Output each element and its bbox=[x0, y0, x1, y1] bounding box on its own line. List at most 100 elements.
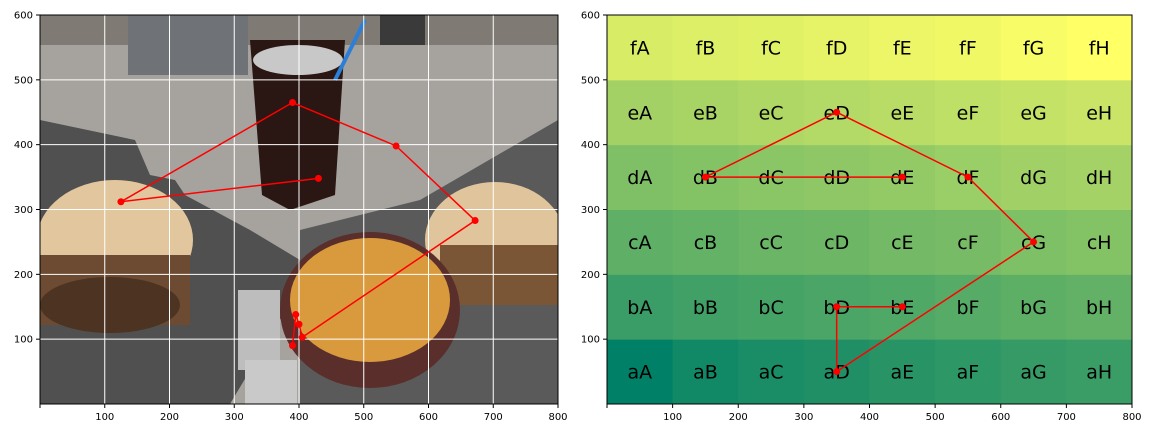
series-point bbox=[833, 303, 841, 311]
heatmap-cell bbox=[869, 209, 936, 275]
cell-label: cH bbox=[1087, 232, 1112, 254]
menu-holder bbox=[380, 15, 425, 45]
cell-label: fA bbox=[630, 37, 650, 59]
series-point bbox=[289, 342, 297, 350]
cell-label: bH bbox=[1086, 297, 1112, 319]
cell-label: bF bbox=[956, 297, 979, 319]
ice bbox=[253, 45, 343, 75]
series-point bbox=[117, 198, 125, 206]
heatmap-cell bbox=[1066, 274, 1132, 340]
photo-panel: 100 200 300 400 500 600 700 800 100 200 300 400 500 6… bbox=[14, 11, 568, 424]
x-tick-label: 100 bbox=[95, 412, 114, 423]
y-tick-label: 200 bbox=[14, 270, 33, 281]
series-point bbox=[392, 142, 400, 150]
cell-label: fG bbox=[1023, 37, 1044, 59]
series-point bbox=[295, 320, 303, 328]
x-tick-label: 700 bbox=[484, 412, 503, 423]
heatmap-cell bbox=[1066, 15, 1132, 81]
napkin-holder bbox=[128, 15, 248, 75]
heatmap-cell bbox=[607, 209, 674, 275]
cell-label: aF bbox=[957, 362, 980, 384]
cell-label: bB bbox=[693, 297, 718, 319]
heatmap-cell bbox=[803, 15, 870, 81]
cell-label: fD bbox=[826, 37, 847, 59]
series-point bbox=[298, 333, 306, 341]
heatmap-cell bbox=[1000, 79, 1067, 146]
heatmap-cell bbox=[869, 339, 936, 404]
y-tick-label: 300 bbox=[14, 205, 33, 216]
x-tick-label: 600 bbox=[991, 412, 1010, 423]
heatmap-cell bbox=[935, 209, 1002, 275]
grid-axis-ticks: 100 200 300 400 500 600 700 800 100 200 300 400 500 6… bbox=[581, 11, 1142, 424]
burger-left-bottom bbox=[40, 277, 180, 333]
heatmap-cell bbox=[672, 274, 739, 340]
heatmap-cell bbox=[1066, 79, 1132, 146]
series-point bbox=[898, 303, 906, 311]
y-tick-label: 400 bbox=[14, 140, 33, 151]
heatmap-cell bbox=[672, 79, 739, 146]
heatmap-cells bbox=[607, 15, 1132, 404]
series-line bbox=[705, 111, 1035, 373]
series-point bbox=[833, 368, 841, 376]
cola-glass bbox=[250, 40, 345, 210]
series-point bbox=[289, 99, 297, 107]
cell-label: cE bbox=[891, 232, 913, 254]
cell-label: aB bbox=[693, 362, 718, 384]
y-tick-label: 500 bbox=[14, 75, 33, 86]
x-tick-label: 200 bbox=[729, 412, 748, 423]
x-tick-label: 200 bbox=[160, 412, 179, 423]
heatmap-cell bbox=[1066, 339, 1132, 404]
heatmap-cell bbox=[738, 15, 805, 81]
heatmap-cell bbox=[1000, 274, 1067, 340]
heatmap-cell bbox=[935, 339, 1002, 404]
burger-right-patty bbox=[440, 245, 558, 305]
series-point bbox=[833, 108, 841, 116]
cell-label: eH bbox=[1086, 102, 1112, 124]
cell-label: cC bbox=[759, 232, 783, 254]
grid-series bbox=[701, 108, 1038, 376]
cell-label: cA bbox=[628, 232, 651, 254]
fries bbox=[290, 238, 450, 362]
photo-series bbox=[117, 99, 479, 350]
series-point bbox=[471, 217, 479, 225]
series-point bbox=[701, 173, 709, 181]
y-tick-label: 300 bbox=[581, 205, 600, 216]
heatmap-cell bbox=[607, 79, 674, 146]
heatmap-cell bbox=[1000, 15, 1067, 81]
series-point bbox=[1030, 238, 1038, 246]
series-point bbox=[314, 174, 322, 182]
x-tick-label: 600 bbox=[419, 412, 438, 423]
heatmap-cell bbox=[1000, 339, 1067, 404]
heatmap-cell bbox=[607, 15, 674, 81]
heatmap-cell bbox=[935, 79, 1002, 146]
cell-label: eA bbox=[627, 102, 652, 124]
cell-label: dA bbox=[627, 167, 652, 189]
cell-label: fC bbox=[761, 37, 781, 59]
cell-label: aA bbox=[627, 362, 652, 384]
heatmap-cell bbox=[803, 209, 870, 275]
cell-label: eF bbox=[957, 102, 980, 124]
series-point bbox=[898, 173, 906, 181]
y-tick-label: 200 bbox=[581, 270, 600, 281]
series-point bbox=[964, 173, 972, 181]
heatmap-cell bbox=[1066, 144, 1132, 210]
heatmap-cell bbox=[672, 339, 739, 404]
cell-label: fE bbox=[893, 37, 912, 59]
y-tick-label: 400 bbox=[581, 140, 600, 151]
cell-label: cF bbox=[957, 232, 978, 254]
photo-axis-ticks: 100 200 300 400 500 600 700 800 100 200 300 400 500 6… bbox=[14, 11, 568, 424]
cell-label: fH bbox=[1089, 37, 1110, 59]
y-tick-label: 100 bbox=[581, 335, 600, 346]
cell-label: aE bbox=[890, 362, 914, 384]
cell-label: aH bbox=[1086, 362, 1112, 384]
cell-label: bG bbox=[1020, 297, 1047, 319]
y-tick-label: 100 bbox=[14, 335, 33, 346]
cell-label: aG bbox=[1020, 362, 1046, 384]
heatmap-cell bbox=[1000, 144, 1067, 210]
heatmap-cell bbox=[738, 339, 805, 404]
cell-label: aC bbox=[759, 362, 784, 384]
cell-label: fB bbox=[696, 37, 716, 59]
pepper-shaker bbox=[245, 360, 297, 404]
y-tick-label: 600 bbox=[14, 11, 33, 22]
